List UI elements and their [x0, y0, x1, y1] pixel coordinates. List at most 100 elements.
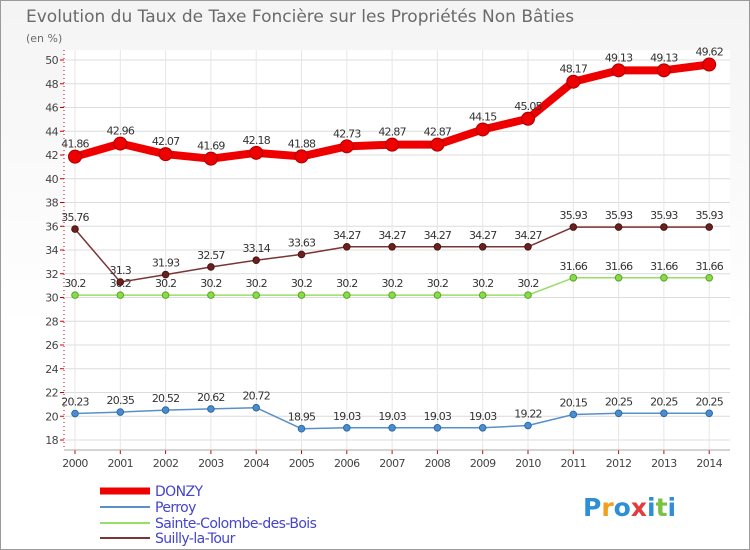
- data-label: 20.35: [107, 394, 135, 407]
- logo-letter: x: [631, 493, 647, 522]
- data-label: 20.52: [152, 392, 180, 405]
- series-layer: 41.86 42.96 42.07 41.69 42.18 41.88 42.73 42.87…: [61, 46, 725, 433]
- data-label: 34.27: [333, 229, 361, 242]
- logo-letter: t: [656, 493, 668, 522]
- data-label: 30.2: [291, 277, 312, 290]
- y-tick-label: 28: [45, 315, 58, 328]
- data-point: [71, 225, 79, 233]
- data-point: [569, 223, 578, 231]
- data-point: [249, 145, 264, 160]
- data-label: 30.2: [64, 277, 85, 290]
- data-point: [343, 242, 351, 251]
- y-axis-unit: (en %): [26, 32, 62, 45]
- data-label: 18.95: [288, 411, 316, 424]
- data-label: 19.22: [514, 408, 542, 421]
- data-label: 42.87: [424, 126, 452, 139]
- data-label: 35.93: [695, 209, 723, 222]
- y-tick-label: 32: [45, 268, 58, 281]
- data-label: 20.23: [61, 396, 89, 409]
- y-tick-label: 42: [45, 149, 58, 162]
- x-tick-label: 2010: [515, 457, 541, 470]
- data-label: 33.63: [288, 236, 316, 249]
- data-label: 42.18: [242, 134, 270, 147]
- data-point: [524, 421, 532, 430]
- data-point: [611, 63, 626, 78]
- data-point: [702, 57, 717, 72]
- data-label: 30.2: [381, 277, 402, 290]
- x-tick-label: 2006: [334, 457, 360, 470]
- data-point: [614, 409, 623, 418]
- legend-label: Sainte-Colombe-des-Bois: [155, 516, 317, 532]
- data-point: [294, 149, 309, 164]
- data-point: [339, 139, 354, 154]
- data-label: 19.03: [333, 410, 361, 423]
- data-label: 30.2: [517, 277, 538, 290]
- y-tick-label: 48: [45, 78, 58, 91]
- data-point: [203, 151, 218, 166]
- data-point: [161, 406, 170, 414]
- logo-text: Proxiti: [583, 493, 676, 522]
- series-3: 35.76 31.3 31.93 32.57 33.14 33.63 34.27 34.27 3…: [61, 209, 725, 286]
- data-point: [158, 147, 173, 162]
- data-point: [478, 291, 487, 299]
- y-tick-label: 30: [45, 292, 58, 305]
- x-tick-label: 2013: [651, 457, 677, 470]
- data-label: 35.93: [650, 209, 678, 222]
- data-label: 32.57: [197, 249, 225, 262]
- data-label: 31.66: [605, 260, 633, 273]
- grid: [64, 50, 730, 450]
- data-point: [521, 111, 535, 126]
- data-point: [656, 63, 671, 78]
- data-label: 20.25: [605, 395, 633, 408]
- proxiti-logo: Proxiti: [583, 493, 676, 522]
- data-point: [569, 410, 578, 419]
- x-tick-label: 2014: [696, 457, 722, 470]
- data-label: 41.86: [61, 138, 89, 151]
- data-label: 48.17: [560, 63, 588, 76]
- data-point: [566, 74, 581, 89]
- x-tick-label: 2001: [107, 457, 133, 470]
- x-tick-label: 2012: [606, 457, 632, 470]
- series-0: 41.86 42.96 42.07 41.69 42.18 41.88 42.73 42.87…: [61, 46, 724, 166]
- data-point: [71, 409, 79, 418]
- data-point: [252, 256, 261, 265]
- legend-swatch: [100, 537, 150, 539]
- data-label: 31.66: [650, 260, 678, 273]
- logo-letter: i: [647, 493, 656, 522]
- data-label: 20.25: [650, 395, 678, 408]
- data-label: 31.66: [695, 260, 723, 273]
- data-point: [660, 273, 668, 282]
- data-point: [161, 270, 170, 279]
- chart-title: Evolution du Taux de Taxe Foncière sur l…: [26, 7, 574, 27]
- data-label: 44.15: [469, 110, 497, 123]
- data-label: 42.07: [152, 135, 180, 148]
- data-label: 34.27: [424, 229, 452, 242]
- data-label: 49.13: [605, 51, 633, 64]
- legend-label: DONZY: [155, 484, 203, 500]
- data-point: [113, 136, 128, 151]
- series-1: 20.23 20.35 20.52 20.62 20.72 18.95 19.03 19.03…: [61, 390, 725, 433]
- y-tick-label: 22: [45, 387, 58, 400]
- data-label: 34.27: [514, 229, 542, 242]
- data-label: 35.76: [61, 211, 89, 224]
- data-label: 34.27: [378, 229, 406, 242]
- data-label: 35.93: [560, 209, 588, 222]
- x-tick-label: 2004: [243, 457, 269, 470]
- data-point: [705, 409, 714, 418]
- data-point: [68, 149, 82, 164]
- data-point: [252, 403, 261, 412]
- data-label: 41.69: [197, 140, 225, 153]
- y-tick-label: 50: [45, 54, 58, 67]
- data-label: 33.14: [242, 242, 270, 255]
- data-label: 34.27: [469, 229, 497, 242]
- y-tick-label: 38: [45, 197, 58, 210]
- data-point: [388, 242, 396, 251]
- data-point: [161, 291, 170, 299]
- data-label: 30.2: [427, 277, 448, 290]
- logo-letter: P: [583, 493, 601, 522]
- axes: 18 20 22 24 26 28 30 32 34 36 38 40 42 44 46 48 50 2000 20…: [45, 50, 730, 470]
- data-point: [116, 408, 125, 416]
- data-label: 30.2: [200, 277, 221, 290]
- legend-label: Suilly-la-Tour: [155, 531, 236, 547]
- data-point: [207, 405, 215, 413]
